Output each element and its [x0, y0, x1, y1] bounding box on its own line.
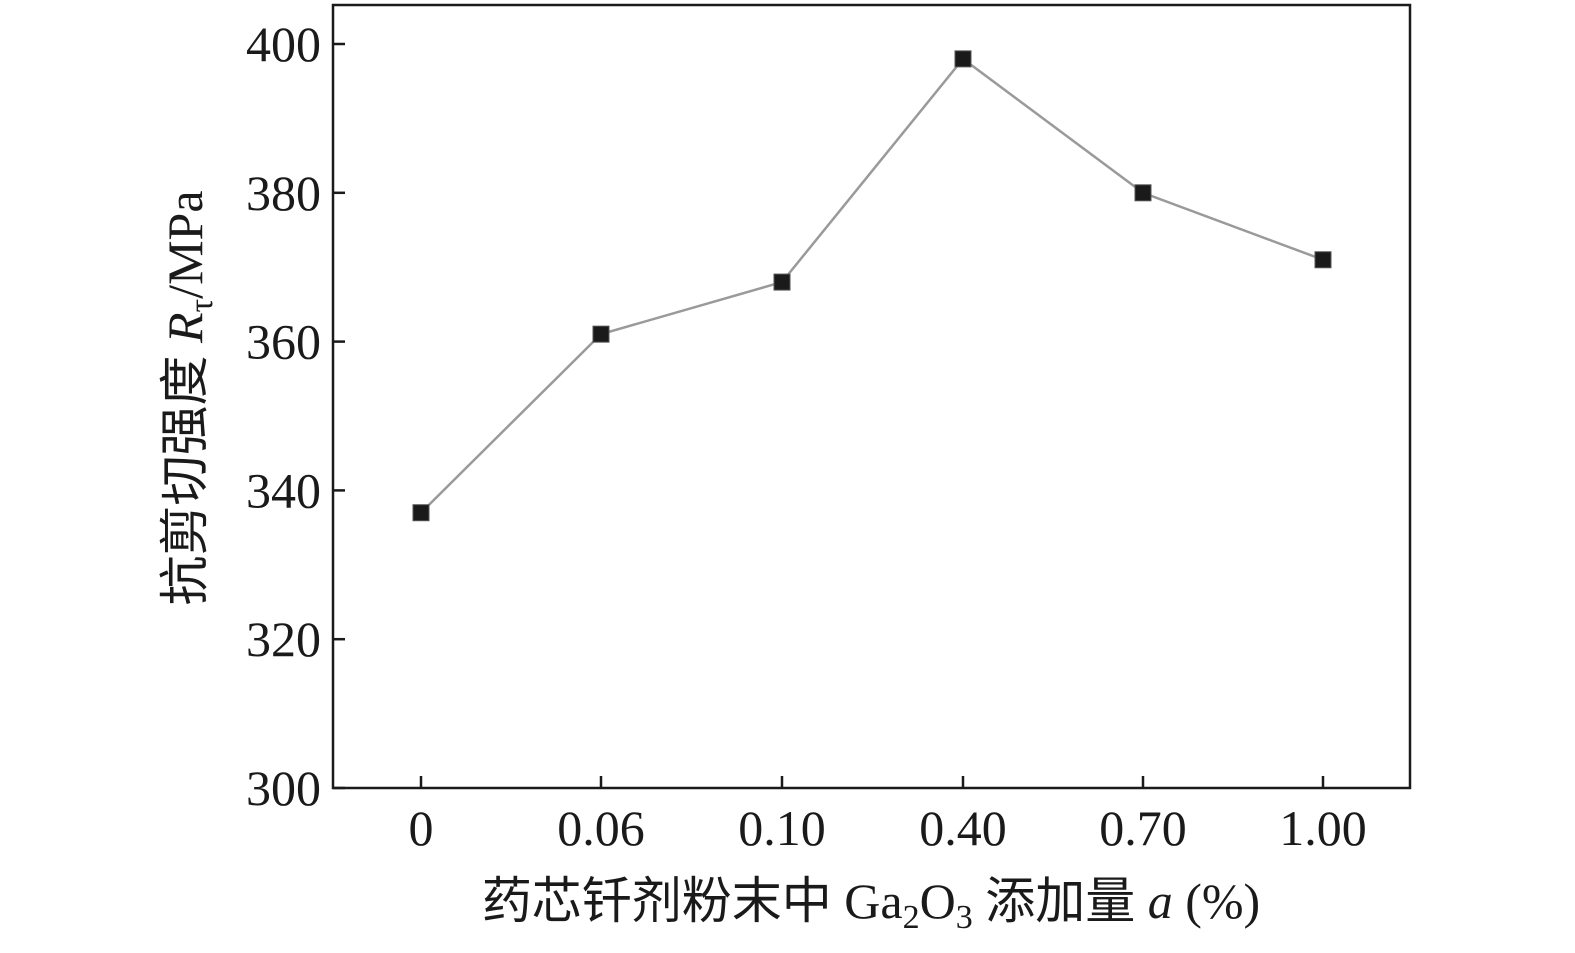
series-line [420, 57, 1324, 514]
x-axis-title: 药芯钎剂粉末中 Ga2O3 添加量 a (%) [482, 873, 1260, 936]
plot-frame [331, 3, 1412, 790]
y-tick-label: 340 [246, 462, 321, 518]
data-point-marker [1314, 251, 1332, 269]
y-tick-label: 320 [246, 611, 321, 667]
data-point-marker [592, 325, 610, 343]
y-axis-ticks: 300 320 340 360 380 400 [246, 16, 345, 816]
x-tick-label: 0 [409, 800, 434, 856]
series-layer [412, 50, 1332, 522]
data-point-marker [412, 504, 430, 522]
y-tick-label: 300 [246, 760, 321, 816]
data-point-marker [1134, 184, 1152, 202]
x-tick-label: 1.00 [1279, 800, 1367, 856]
x-tick-label: 0.40 [919, 800, 1007, 856]
x-tick-label: 0.06 [557, 800, 645, 856]
y-tick-label: 400 [246, 16, 321, 72]
y-tick-label: 360 [246, 314, 321, 370]
x-axis-ticks: 0 0.06 0.10 0.40 0.70 1.00 [409, 776, 1367, 856]
data-point-marker [954, 50, 972, 68]
x-tick-label: 0.70 [1099, 800, 1187, 856]
data-point-marker [773, 273, 791, 291]
x-tick-label: 0.10 [738, 800, 826, 856]
y-axis-title: 抗剪切强度 Rτ/MPa [157, 190, 220, 605]
y-tick-label: 380 [246, 165, 321, 221]
